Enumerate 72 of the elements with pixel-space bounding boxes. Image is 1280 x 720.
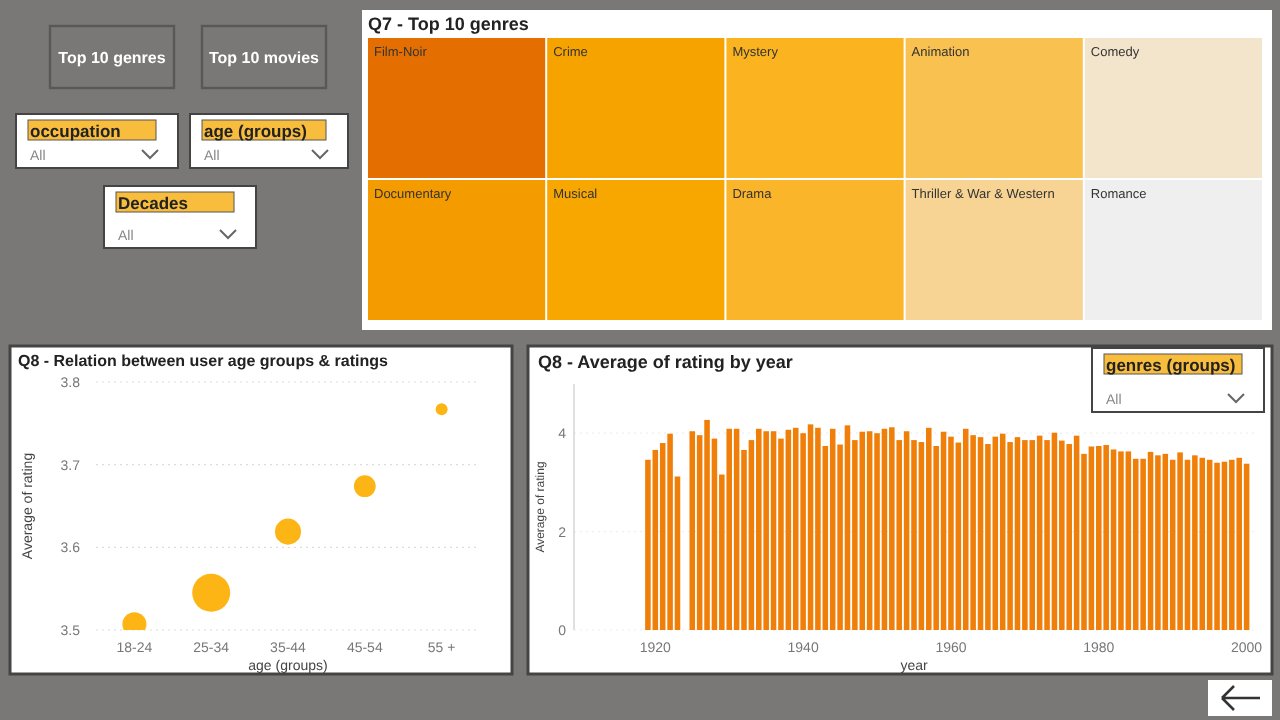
bar: [792, 427, 799, 630]
bar: [1014, 437, 1021, 630]
text: Top 10 movies: [209, 49, 321, 67]
bar: [807, 424, 814, 630]
bar: [1022, 440, 1028, 630]
bar: [1118, 451, 1124, 630]
bar: [1221, 461, 1228, 630]
bar: [970, 435, 976, 630]
bar: [1036, 435, 1043, 630]
text: Top 10 genres: [58, 49, 167, 67]
bar: [859, 431, 866, 630]
bar: [1088, 446, 1095, 630]
bar: [1199, 457, 1206, 630]
bar: [1169, 459, 1176, 630]
bar: [1140, 458, 1146, 630]
bar: [1029, 440, 1036, 630]
bar: [874, 433, 880, 630]
bar: [770, 431, 777, 630]
bar: [1192, 455, 1198, 630]
bar: [903, 431, 910, 630]
bar: [652, 449, 659, 630]
bar: [815, 427, 821, 630]
bar: [1236, 457, 1242, 630]
bar: [1096, 445, 1102, 630]
bar: [1059, 440, 1065, 630]
bar: [1206, 459, 1213, 630]
bar: [1110, 449, 1117, 630]
bar: [889, 427, 895, 630]
bar: [992, 436, 999, 630]
bar: [1044, 440, 1050, 630]
bar: [726, 428, 732, 630]
bar: [1147, 451, 1154, 630]
bar: [1155, 455, 1161, 630]
chart-title: Q8 - Relation between user age groups & ratings: [18, 352, 389, 370]
bar: [756, 428, 762, 630]
bar: [844, 425, 851, 630]
bar: [866, 431, 873, 630]
bar: [1214, 462, 1220, 630]
text: age (groups): [204, 121, 308, 141]
bar: [985, 444, 991, 630]
chart-title: Q8 - Average of rating by year: [538, 352, 794, 372]
bar: [1125, 451, 1132, 630]
text: genres (groups): [1106, 355, 1236, 375]
bar: [763, 431, 769, 630]
text: Q7 - Top 10 genres: [368, 14, 529, 34]
bar: [962, 428, 969, 630]
text: Decades: [118, 193, 189, 213]
bar: [999, 433, 1006, 630]
bar: [829, 428, 836, 630]
bar: [778, 438, 784, 630]
bar: [1066, 444, 1072, 630]
bar: [1184, 459, 1191, 630]
bar: [1073, 435, 1080, 630]
bar: [667, 433, 673, 630]
bar: [704, 419, 710, 630]
bar: [1162, 453, 1169, 630]
bar: [948, 436, 954, 630]
bar: [1051, 432, 1058, 630]
bar: [1229, 459, 1235, 630]
bar: [785, 429, 792, 630]
bar: [940, 431, 947, 630]
bar: [1132, 458, 1139, 630]
bar: [926, 427, 932, 630]
bar: [733, 428, 740, 630]
bar: [1243, 463, 1250, 630]
bar: [1007, 442, 1013, 630]
bar: [881, 428, 888, 630]
bar: [977, 437, 984, 630]
bar: [1103, 445, 1109, 630]
text: occupation: [30, 121, 121, 141]
bar: [1177, 452, 1183, 630]
bar: [689, 431, 696, 630]
